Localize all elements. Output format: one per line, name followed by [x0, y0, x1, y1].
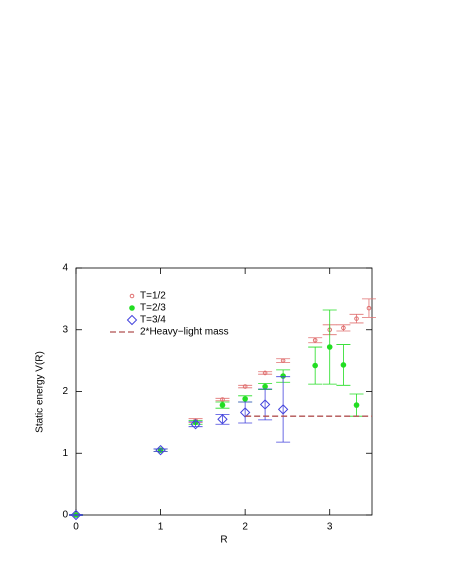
data-point [326, 344, 333, 350]
legend-swatch [129, 293, 135, 299]
y-tick-label: 3 [62, 324, 68, 335]
y-axis-label: Static energy V(R) [35, 351, 46, 433]
error-bar [276, 358, 291, 363]
y-tick-label: 2 [62, 386, 68, 397]
data-point [312, 337, 318, 343]
data-point [341, 325, 346, 331]
error-bar [361, 298, 376, 318]
data-point [220, 397, 225, 402]
data-point [242, 384, 248, 389]
error-bar [349, 313, 364, 324]
x-tick-label: 1 [158, 522, 164, 533]
plot-frame [75, 267, 373, 516]
legend-label: T=1/2 [140, 291, 166, 302]
legend-swatch [129, 305, 135, 311]
data-point [239, 407, 251, 418]
legend-label: T=2/3 [140, 303, 166, 314]
data-point [70, 509, 82, 521]
error-bar [238, 384, 253, 389]
x-tick-label: 0 [73, 522, 79, 533]
y-tick-label: 4 [62, 263, 68, 274]
data-point [353, 402, 360, 408]
legend-swatch [126, 314, 138, 326]
y-tick-label: 1 [62, 448, 68, 459]
data-point [190, 419, 201, 430]
data-point [366, 305, 372, 311]
error-bar [153, 448, 168, 452]
error-bar [258, 388, 273, 421]
error-bar [69, 513, 83, 517]
legend-label: 2*Heavy−light mass [140, 327, 229, 338]
data-point [354, 316, 359, 321]
error-bar [238, 401, 253, 424]
data-point [242, 396, 248, 402]
error-bar [215, 397, 230, 402]
error-bar [188, 421, 203, 428]
data-point [217, 414, 228, 425]
legend-label: T=3/4 [140, 315, 166, 326]
data-point [262, 370, 268, 376]
data-point [280, 373, 286, 379]
data-point [259, 399, 271, 410]
error-bar [276, 376, 291, 443]
x-tick-label: 3 [327, 522, 333, 533]
data-point [280, 358, 286, 363]
data-point [340, 362, 347, 368]
data-point [155, 444, 166, 456]
data-point [262, 383, 268, 390]
y-tick-label: 0 [62, 510, 68, 521]
error-bar [258, 371, 273, 375]
x-axis-label: R [220, 535, 227, 546]
x-tick-label: 2 [242, 522, 248, 533]
data-point [219, 402, 226, 408]
data-point [277, 404, 289, 415]
data-point [312, 362, 318, 369]
